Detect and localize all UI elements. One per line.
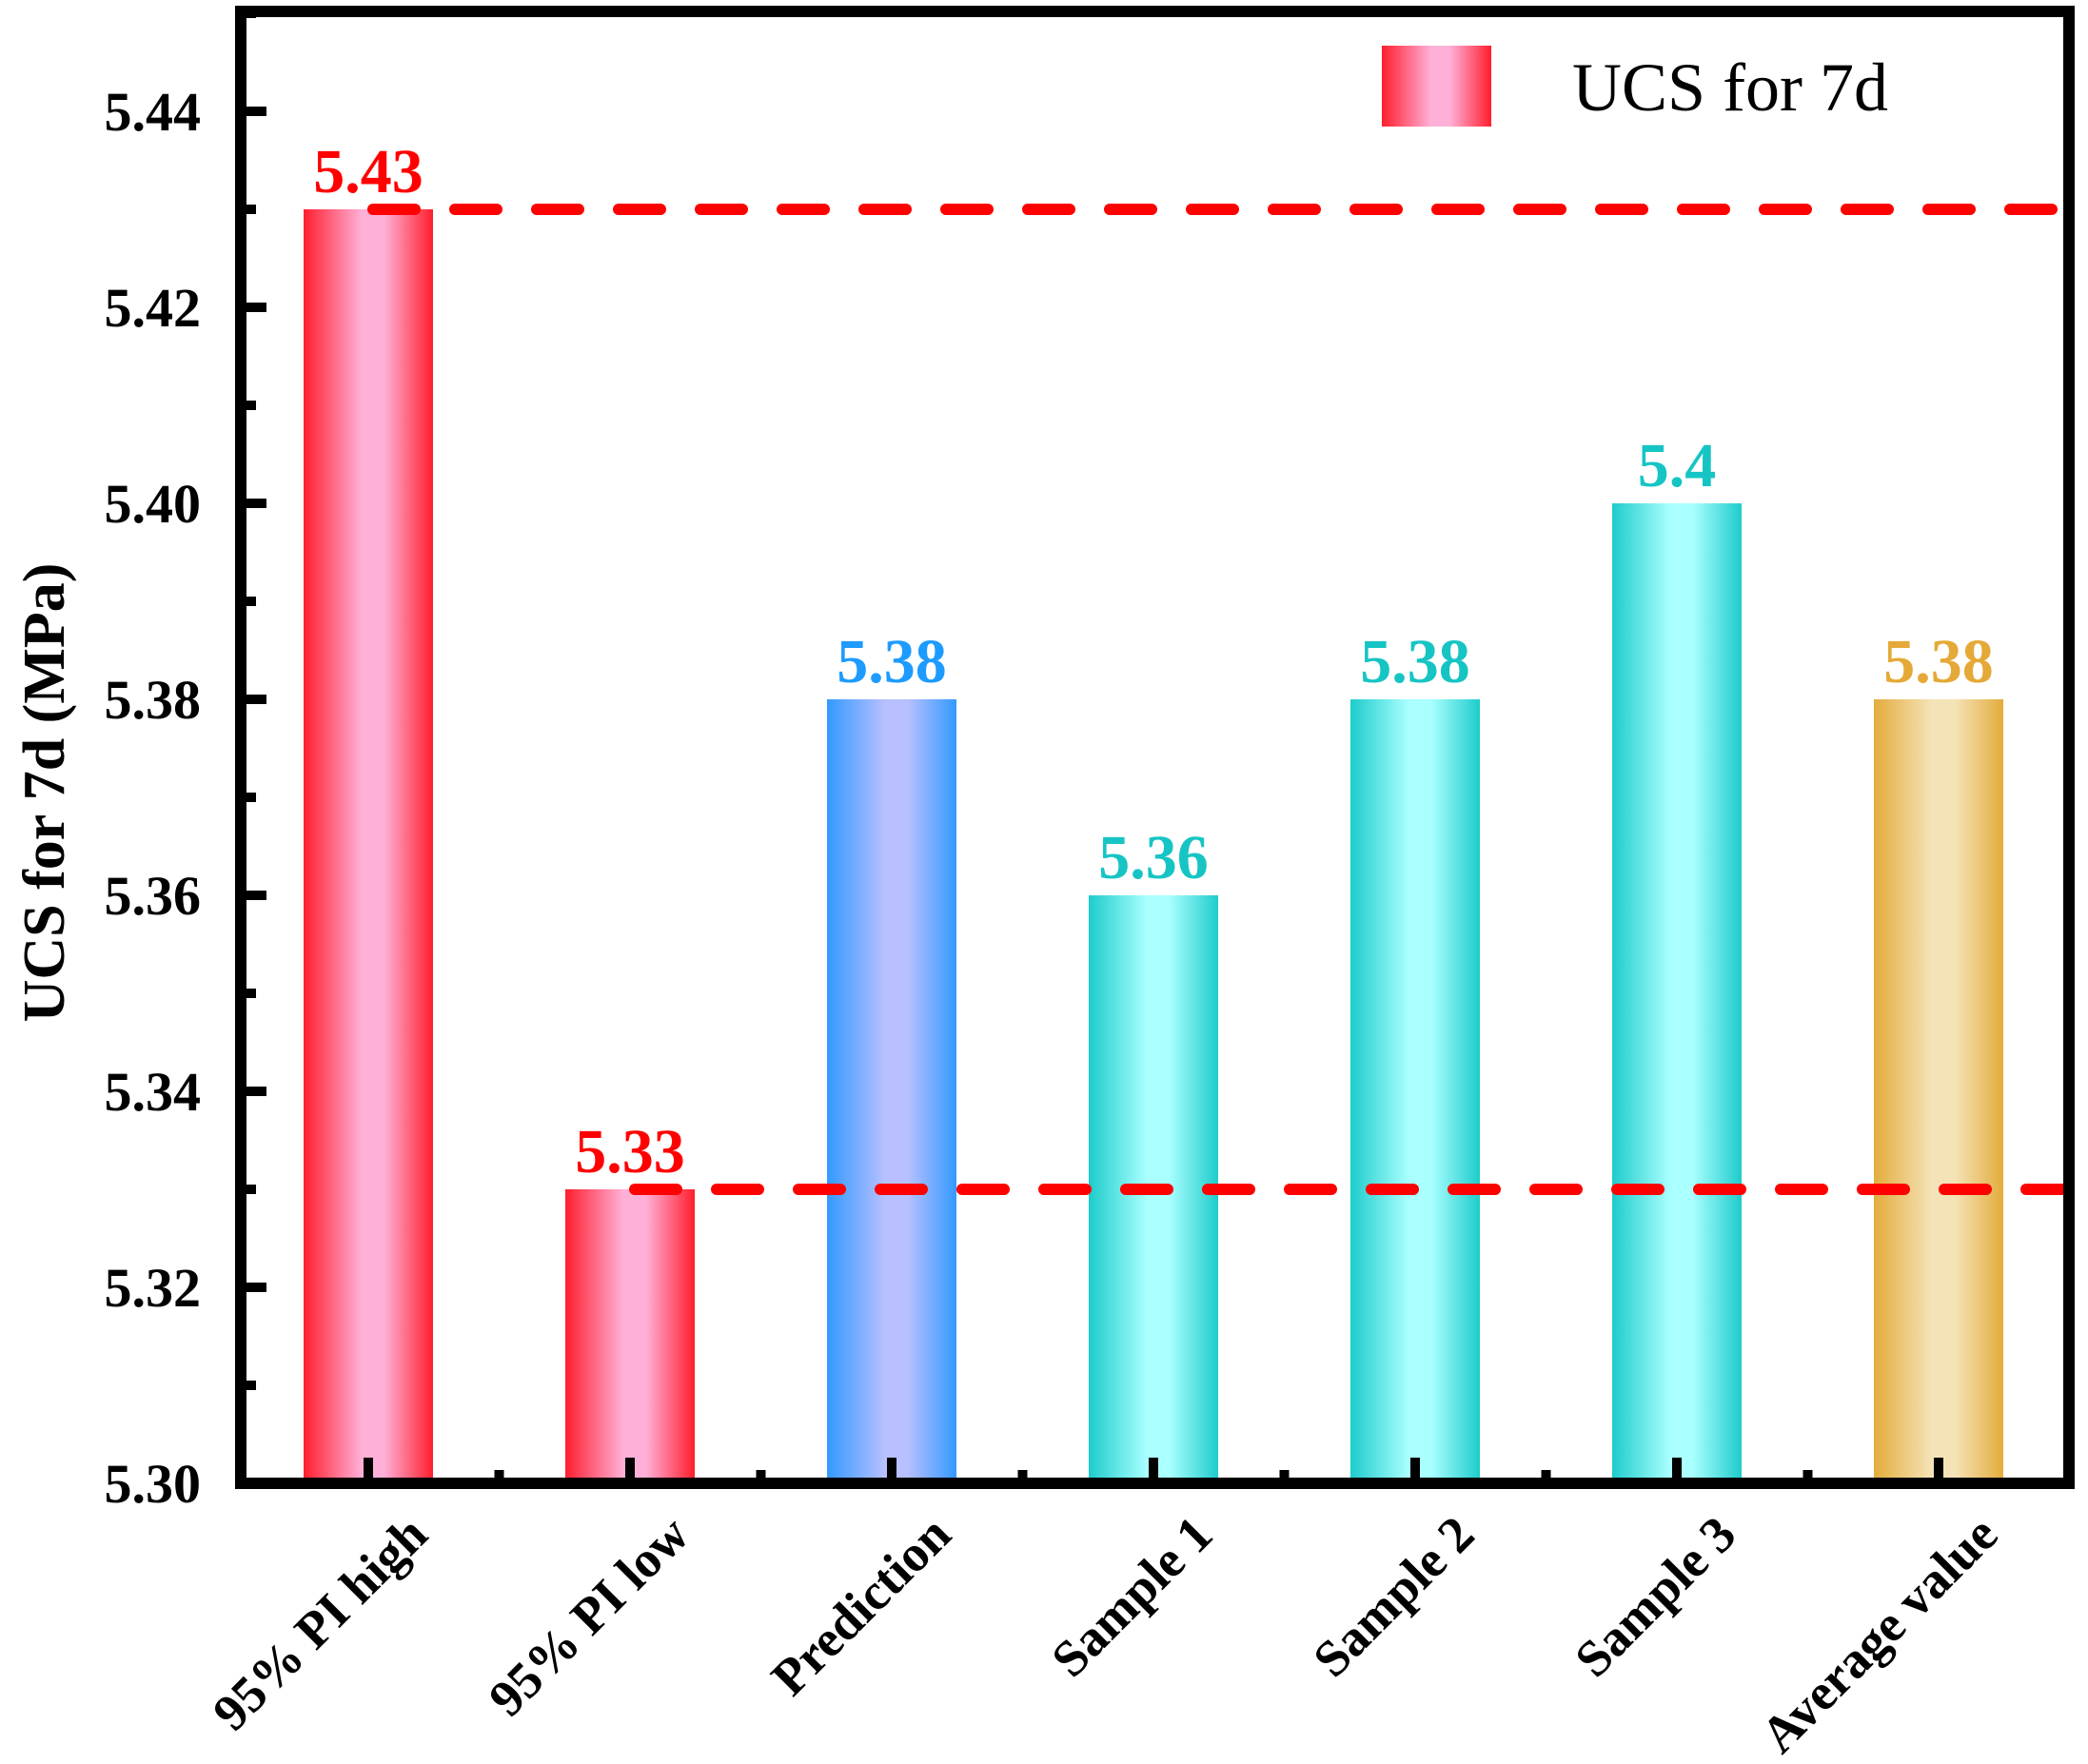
data-label-0: 5.43 xyxy=(313,137,424,206)
bar-1 xyxy=(565,1189,695,1483)
y-axis-title: UCS for 7d (MPa) xyxy=(12,563,77,1023)
x-category-label: Sample 3 xyxy=(1564,1505,1746,1688)
legend: UCS for 7d xyxy=(1382,46,1888,127)
reference-lines xyxy=(367,204,2073,1195)
x-category-label: 95% PI low xyxy=(478,1505,699,1727)
x-category-label: Sample 2 xyxy=(1302,1505,1485,1688)
data-label-4: 5.38 xyxy=(1360,627,1470,696)
bar-5 xyxy=(1612,503,1742,1483)
x-category-label: Prediction xyxy=(760,1505,961,1706)
axes xyxy=(235,6,2075,1489)
y-tick-label: 5.38 xyxy=(105,669,202,731)
y-tick-label: 5.36 xyxy=(105,865,202,927)
y-tick-label: 5.44 xyxy=(105,81,202,143)
bars-layer xyxy=(304,209,2003,1483)
y-tick-label: 5.42 xyxy=(105,277,202,339)
data-label-5: 5.4 xyxy=(1638,431,1717,500)
y-tick-label: 5.34 xyxy=(105,1061,202,1123)
x-category-label: Average value xyxy=(1750,1505,2009,1764)
bar-4 xyxy=(1350,699,1480,1483)
y-tick-label: 5.32 xyxy=(105,1257,202,1319)
data-label-3: 5.36 xyxy=(1098,823,1209,892)
legend-label: UCS for 7d xyxy=(1572,49,1888,126)
x-category-label: Sample 1 xyxy=(1040,1505,1223,1688)
bar-0 xyxy=(304,209,433,1483)
bar-2 xyxy=(827,699,956,1483)
data-labels: 5.43 5.33 5.38 5.36 5.38 5.4 5.38 xyxy=(313,137,1994,1186)
data-label-1: 5.33 xyxy=(575,1117,685,1186)
x-category-label: 95% PI high xyxy=(202,1505,438,1741)
y-tick-label: 5.30 xyxy=(105,1453,202,1515)
bar-6 xyxy=(1874,699,2003,1483)
y-tick-label: 5.40 xyxy=(105,473,202,535)
data-label-6: 5.38 xyxy=(1883,627,1994,696)
category-labels: 95% PI high 95% PI low Prediction Sample 1 S… xyxy=(202,1505,2008,1764)
legend-swatch xyxy=(1382,46,1491,127)
tick-labels: 5.30 5.32 5.34 5.36 5.38 5.40 5.42 5.44 xyxy=(105,81,202,1515)
data-label-2: 5.38 xyxy=(837,627,947,696)
